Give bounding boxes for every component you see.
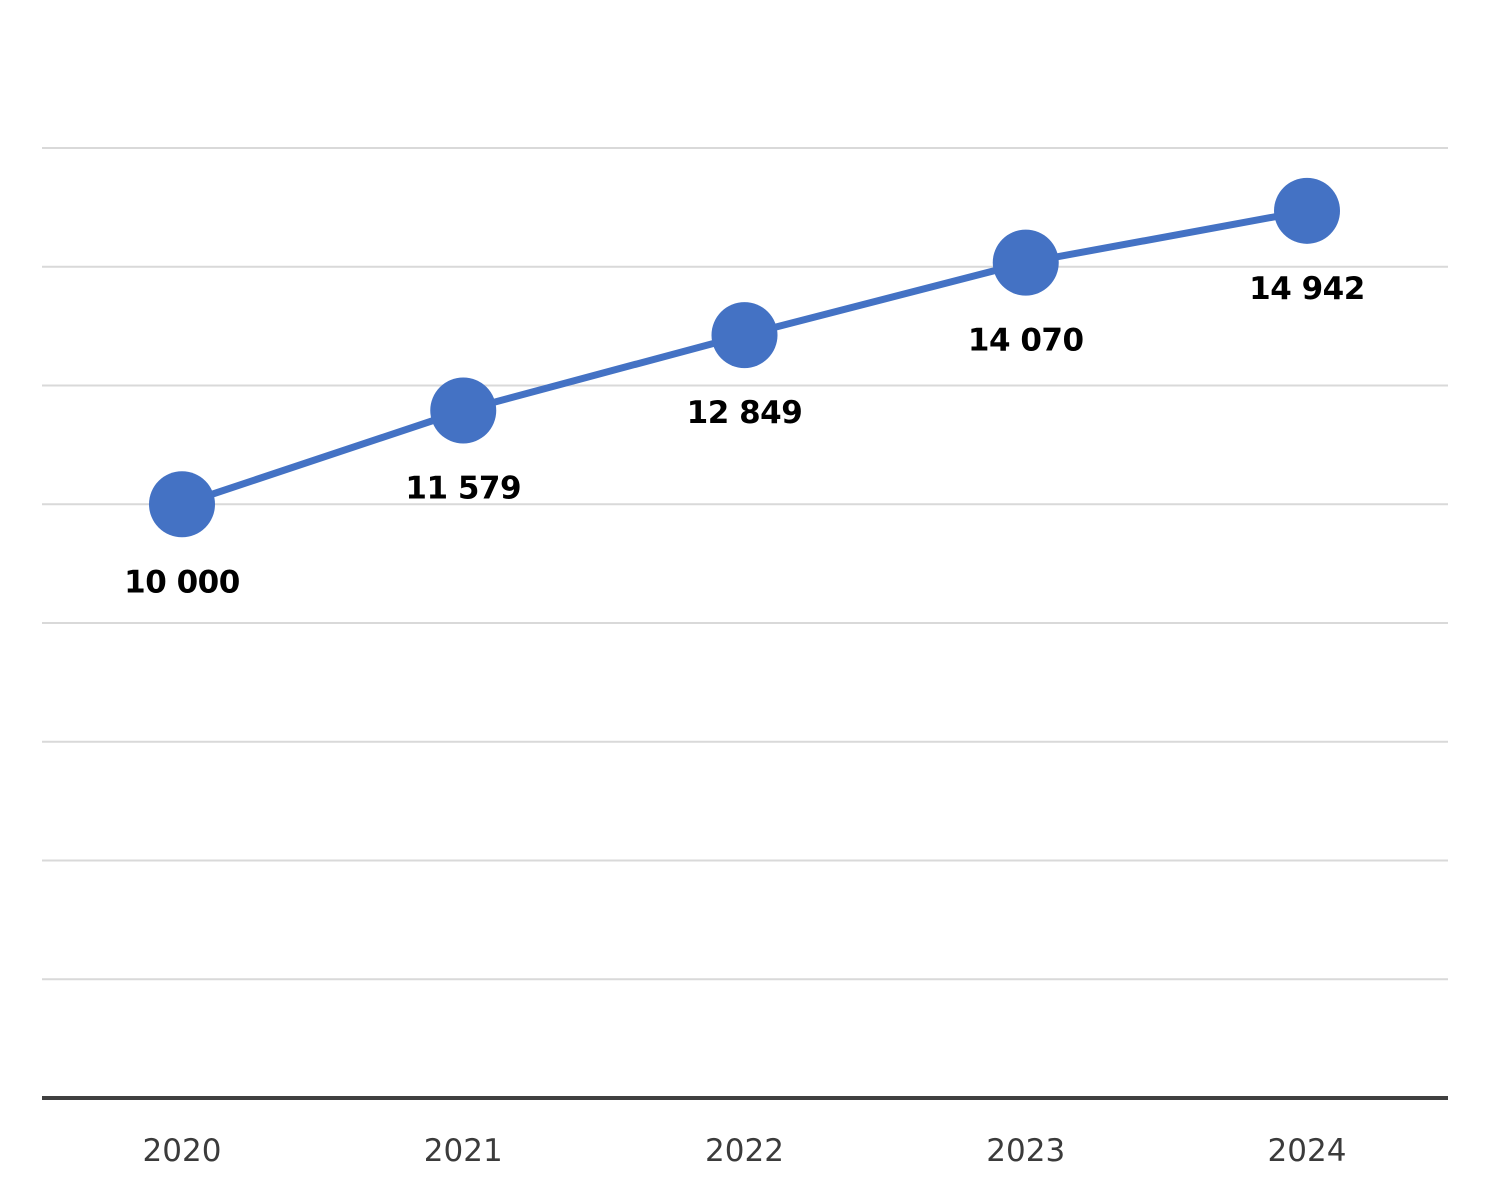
x-tick-label-2021: 2021 [424, 1133, 503, 1169]
data-point-2021 [430, 377, 497, 444]
data-point-2020 [149, 471, 215, 538]
data-labels: 10 000 11 579 12 849 14 070 14 942 [124, 271, 1365, 600]
data-label-2022: 12 849 [687, 395, 803, 431]
x-tick-label-2023: 2023 [986, 1133, 1065, 1169]
x-axis-tick-labels: 2020 2021 2022 2023 2024 [143, 1133, 1347, 1169]
data-label-2020: 10 000 [124, 564, 240, 600]
data-point-2023 [992, 229, 1059, 296]
x-tick-label-2024: 2024 [1268, 1133, 1347, 1169]
data-label-2023: 14 070 [968, 323, 1084, 359]
data-label-2024: 14 942 [1249, 271, 1365, 307]
data-label-2021: 11 579 [405, 470, 521, 506]
series-layer [149, 177, 1340, 538]
x-tick-label-2022: 2022 [705, 1133, 784, 1169]
x-tick-label-2020: 2020 [143, 1133, 222, 1169]
data-point-2022 [711, 302, 778, 369]
data-point-2024 [1274, 177, 1340, 244]
gridlines [42, 147, 1448, 981]
